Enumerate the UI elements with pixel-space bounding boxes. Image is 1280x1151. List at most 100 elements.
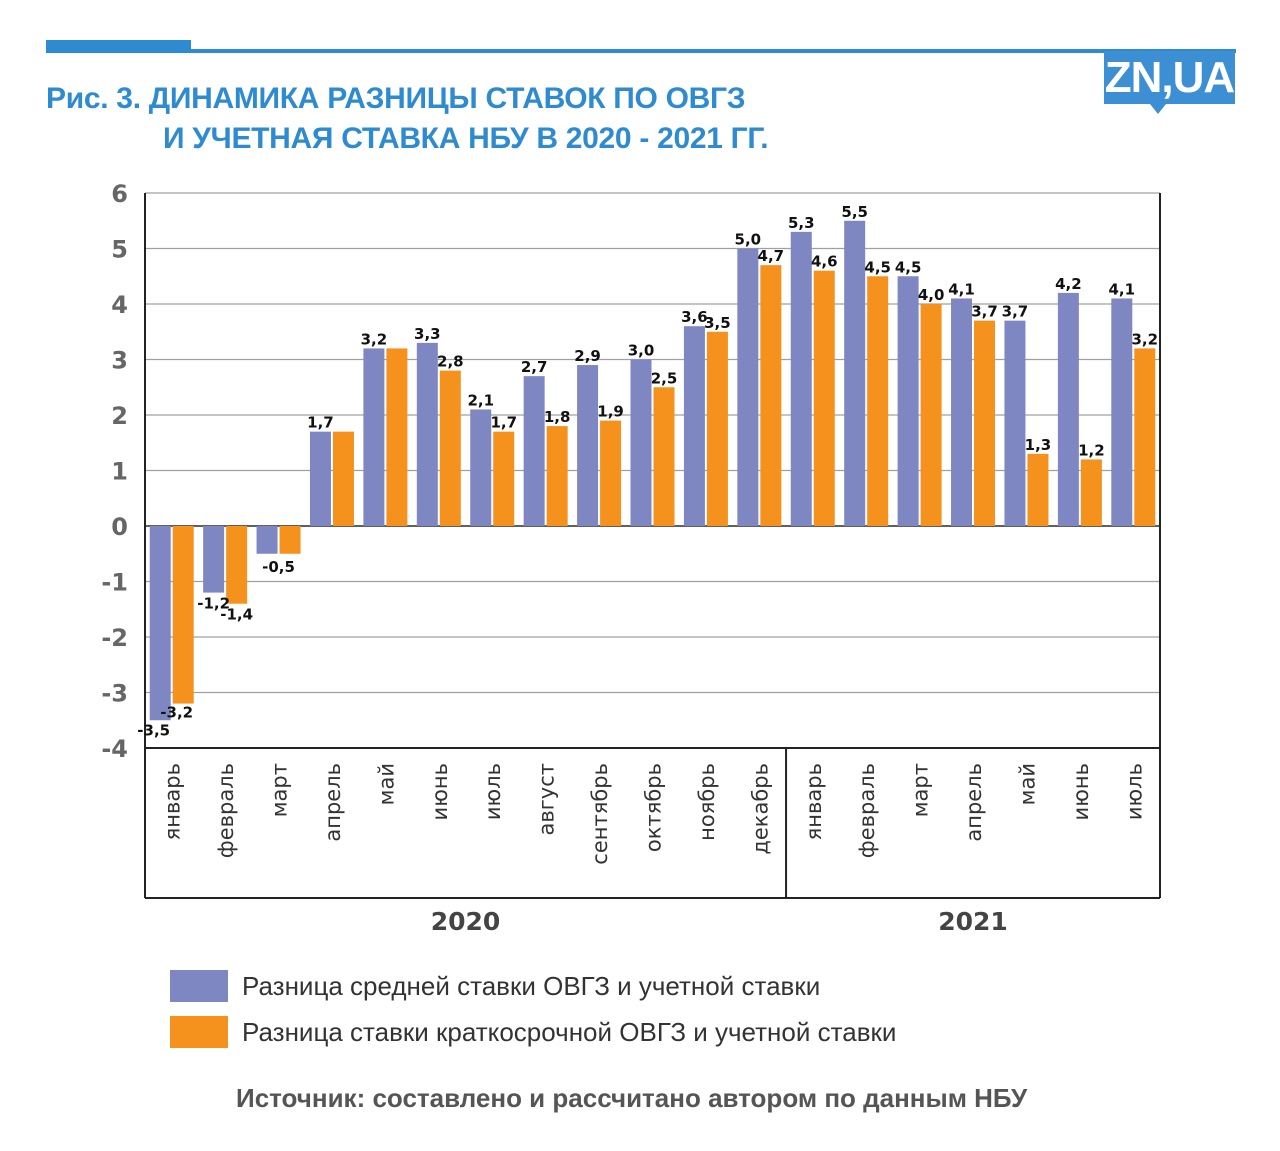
data-label: 2,7 <box>521 358 548 376</box>
data-label: 4,2 <box>1055 275 1082 293</box>
bar-shortterm <box>813 270 835 526</box>
data-label: 1,8 <box>544 408 571 426</box>
month-label: декабрь <box>748 763 772 855</box>
month-label: июль <box>1122 763 1146 820</box>
bar-average <box>737 248 759 526</box>
bar-shortterm <box>546 426 568 526</box>
bar-average <box>203 526 225 593</box>
zn-ua-logo: ZN,UA <box>1104 51 1235 104</box>
month-label: апрель <box>321 763 345 842</box>
data-label: 2,1 <box>467 391 494 409</box>
bar-shortterm <box>974 320 996 526</box>
y-tick-label: -4 <box>101 735 128 763</box>
month-label: июль <box>481 763 505 820</box>
bar-shortterm <box>226 526 248 604</box>
data-label: 3,5 <box>704 314 731 332</box>
data-label: 4,1 <box>948 280 975 298</box>
data-label: 3,6 <box>681 308 708 326</box>
y-tick-label: -1 <box>101 569 128 597</box>
legend-label: Разница ставки краткосрочной ОВГЗ и учет… <box>242 1016 897 1047</box>
bar-shortterm <box>1027 453 1049 526</box>
y-tick-label: 2 <box>111 402 128 430</box>
header-rule <box>46 49 1236 53</box>
bars <box>149 220 1156 721</box>
data-label: 5,5 <box>841 203 868 221</box>
month-label: май <box>1015 763 1039 805</box>
data-label: 5,3 <box>788 214 815 232</box>
legend-item-average-ovgz: Разница средней ставки ОВГЗ и учетной ст… <box>170 970 896 1002</box>
y-tick-label: 3 <box>111 347 128 375</box>
bar-average <box>1111 298 1133 526</box>
month-label: февраль <box>214 763 238 858</box>
y-tick-label: 5 <box>111 236 128 264</box>
bar-average <box>951 298 973 526</box>
data-label: 1,9 <box>597 403 624 421</box>
bar-average <box>256 526 278 554</box>
data-label: 3,3 <box>414 325 441 343</box>
data-label: -1,2 <box>197 595 230 613</box>
data-label: -3,5 <box>137 721 170 739</box>
data-label: 3,7 <box>971 303 998 321</box>
bar-shortterm <box>706 331 728 526</box>
bar-average <box>363 348 385 526</box>
bar-shortterm <box>332 431 354 526</box>
x-axis: 2020 2021 январь февраль март апрель май июнь ию… <box>145 747 1160 936</box>
y-tick-label: 6 <box>111 180 128 208</box>
bar-average <box>1004 320 1026 526</box>
bar-average <box>897 276 919 526</box>
data-label: -3,2 <box>160 704 193 722</box>
data-label: 4,5 <box>864 258 891 276</box>
bar-shortterm <box>760 265 782 526</box>
data-label: 5,0 <box>735 231 762 249</box>
data-label: 1,2 <box>1078 441 1105 459</box>
y-tick-label: 1 <box>111 458 128 486</box>
legend-item-shortterm-ovgz: Разница ставки краткосрочной ОВГЗ и учет… <box>170 1016 896 1048</box>
data-label: 4,7 <box>758 247 785 265</box>
bar-shortterm <box>493 431 515 526</box>
month-label: сентябрь <box>588 763 612 865</box>
bar-shortterm <box>867 276 889 526</box>
month-label: март <box>268 763 292 817</box>
month-label: июнь <box>428 763 452 820</box>
legend: Разница средней ставки ОВГЗ и учетной ст… <box>170 970 896 1062</box>
y-tick-label: -3 <box>101 680 128 708</box>
data-label: -0,5 <box>262 558 295 576</box>
month-label: август <box>535 763 559 836</box>
month-label: январь <box>161 763 185 840</box>
data-label: 3,7 <box>1002 303 1029 321</box>
bar-shortterm <box>653 387 675 526</box>
data-label: 1,7 <box>490 414 517 432</box>
bar-average <box>630 359 652 526</box>
month-label: октябрь <box>642 763 666 852</box>
bar-average <box>149 526 171 721</box>
data-label: 2,8 <box>437 353 464 371</box>
y-axis-ticks: 6 5 4 3 2 1 0 -1 -2 -3 -4 <box>101 180 128 763</box>
legend-swatch-average <box>170 970 228 1002</box>
bar-average <box>844 220 866 526</box>
logo-speech-tail <box>1150 104 1166 114</box>
bar-average <box>309 431 331 526</box>
data-label: 2,5 <box>651 369 678 387</box>
bar-shortterm <box>439 370 461 526</box>
bar-average <box>523 376 545 526</box>
data-label: 1,7 <box>307 414 334 432</box>
data-label: 2,9 <box>574 347 601 365</box>
month-label: апрель <box>962 763 986 842</box>
source-note: Источник: составлено и рассчитано авторо… <box>236 1083 1028 1113</box>
bar-shortterm <box>172 526 194 704</box>
bar-average <box>1057 292 1079 526</box>
month-label: ноябрь <box>695 763 719 841</box>
legend-label: Разница средней ставки ОВГЗ и учетной ст… <box>242 970 821 1001</box>
month-label: февраль <box>855 763 879 858</box>
y-tick-label: 4 <box>111 291 128 319</box>
bar-shortterm <box>279 526 301 554</box>
data-label: 4,1 <box>1109 280 1136 298</box>
legend-swatch-shortterm <box>170 1016 228 1048</box>
data-label: 1,3 <box>1025 436 1052 454</box>
data-label: 4,6 <box>811 253 838 271</box>
bar-average <box>790 231 812 526</box>
bar-shortterm <box>1134 348 1156 526</box>
data-label: 4,0 <box>918 286 945 304</box>
chart-title-line1: Рис. 3. ДИНАМИКА РАЗНИЦЫ СТАВОК ПО ОВГЗ <box>46 82 746 115</box>
data-label: -1,4 <box>220 606 253 624</box>
